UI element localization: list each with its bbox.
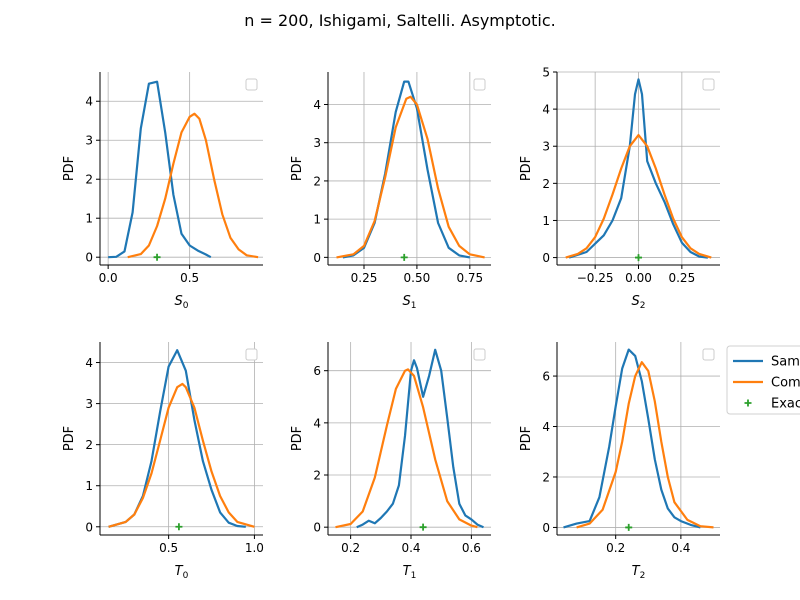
computed-pdf-line xyxy=(108,382,255,528)
exact-value-marker xyxy=(419,523,427,531)
subplot-4: 0.5 1.0 0 1 2 3 4 T0 PDF xyxy=(62,342,264,581)
empty-legend-box xyxy=(702,348,715,361)
legend-label: Com xyxy=(771,376,800,391)
y-tick-label: 0 xyxy=(313,251,321,265)
x-tick-label: 0.6 xyxy=(462,541,481,555)
x-tick-label: 0.25 xyxy=(351,271,378,285)
y-tick-label: 5 xyxy=(542,66,550,80)
x-axis-label: S1 xyxy=(403,294,417,311)
y-tick-label: 2 xyxy=(85,173,93,187)
exact-value-marker xyxy=(400,253,408,261)
y-axis-label: PDF xyxy=(290,156,305,181)
computed-pdf-line xyxy=(565,134,712,259)
computed-pdf-line xyxy=(576,361,714,529)
empty-legend-box xyxy=(473,348,486,361)
x-axis-label: T2 xyxy=(632,564,646,581)
x-tick-label: 0.5 xyxy=(180,271,199,285)
computed-pdf-line xyxy=(336,95,485,259)
y-tick-label: 1 xyxy=(542,214,550,228)
legend-label: Exac xyxy=(771,397,800,412)
x-tick-label: 0.2 xyxy=(341,541,360,555)
computed-pdf-line xyxy=(127,112,259,259)
x-tick-label: 0.75 xyxy=(456,271,483,285)
figure-title: n = 200, Ishigami, Saltelli. Asymptotic. xyxy=(244,11,555,30)
y-axis-label: PDF xyxy=(62,426,77,451)
sample-pdf-line xyxy=(568,78,709,259)
legend-label: Sam xyxy=(771,355,800,370)
y-tick-label: 3 xyxy=(313,136,321,150)
sample-pdf-line xyxy=(356,348,484,529)
y-tick-label: 4 xyxy=(313,98,321,112)
x-tick-label: 0.25 xyxy=(668,271,695,285)
subplot-6: 0.2 0.4 0 2 4 6 T2 PDF xyxy=(519,342,720,581)
x-tick-label: 0.2 xyxy=(606,541,625,555)
x-axis-label: T1 xyxy=(403,564,417,581)
y-tick-label: 1 xyxy=(85,212,93,226)
y-tick-label: 2 xyxy=(542,470,550,484)
y-tick-label: 1 xyxy=(313,213,321,227)
computed-pdf-line xyxy=(335,368,478,529)
exact-value-marker xyxy=(635,254,642,262)
x-axis-label: S0 xyxy=(175,294,189,311)
y-tick-label: 2 xyxy=(313,174,321,188)
y-axis-label: PDF xyxy=(519,156,534,181)
y-tick-label: 2 xyxy=(542,177,550,191)
y-tick-label: 3 xyxy=(85,134,93,148)
subplot-3: −0.25 0.00 0.25 0 1 2 3 4 5 S2 PDF xyxy=(519,66,720,311)
subplot-5: 0.2 0.4 0.6 0 2 4 6 T1 PDF xyxy=(290,342,491,581)
y-tick-label: 2 xyxy=(313,469,321,483)
empty-legend-box xyxy=(702,78,715,91)
y-tick-label: 0 xyxy=(85,520,93,534)
x-tick-label: 0.4 xyxy=(401,541,420,555)
x-tick-label: −0.25 xyxy=(577,271,614,285)
exact-value-marker xyxy=(175,523,183,531)
empty-legend-box xyxy=(245,78,258,91)
x-tick-label: 0.5 xyxy=(159,541,178,555)
legend-frame xyxy=(726,345,800,415)
y-tick-label: 0 xyxy=(542,251,550,265)
y-tick-label: 4 xyxy=(85,356,93,370)
y-tick-label: 4 xyxy=(542,103,550,117)
y-tick-label: 1 xyxy=(85,479,93,493)
x-axis-label: T0 xyxy=(175,564,189,581)
x-tick-label: 0.4 xyxy=(671,541,690,555)
y-tick-label: 6 xyxy=(542,370,550,384)
y-tick-label: 0 xyxy=(85,251,93,265)
x-tick-label: 1.0 xyxy=(245,541,264,555)
y-tick-label: 0 xyxy=(542,521,550,535)
legend-swatch-marker xyxy=(744,399,752,407)
y-tick-label: 3 xyxy=(542,140,550,154)
empty-legend-box xyxy=(473,78,486,91)
y-tick-label: 6 xyxy=(313,364,321,378)
subplot-1: 0.0 0.5 0 1 2 3 4 S0 PDF xyxy=(62,72,263,311)
sample-pdf-line xyxy=(108,80,212,259)
x-tick-label: 0.0 xyxy=(99,271,118,285)
x-tick-label: 0.00 xyxy=(625,271,652,285)
legend: Sam Com Exac xyxy=(726,345,800,415)
y-axis-label: PDF xyxy=(62,156,77,181)
empty-legend-box xyxy=(245,348,258,361)
y-axis-label: PDF xyxy=(519,426,534,451)
exact-value-marker xyxy=(625,523,633,531)
subplot-2: 0.25 0.50 0.75 0 1 2 3 4 S1 PDF xyxy=(290,72,491,311)
y-tick-label: 4 xyxy=(542,420,550,434)
y-tick-label: 2 xyxy=(85,438,93,452)
y-tick-label: 4 xyxy=(313,416,321,430)
y-tick-label: 3 xyxy=(85,397,93,411)
sample-pdf-line xyxy=(108,349,246,528)
x-tick-label: 0.50 xyxy=(404,271,431,285)
exact-value-marker xyxy=(153,253,161,261)
y-axis-label: PDF xyxy=(290,426,305,451)
x-axis-label: S2 xyxy=(632,294,646,311)
y-tick-label: 0 xyxy=(313,521,321,535)
y-tick-label: 4 xyxy=(85,95,93,109)
